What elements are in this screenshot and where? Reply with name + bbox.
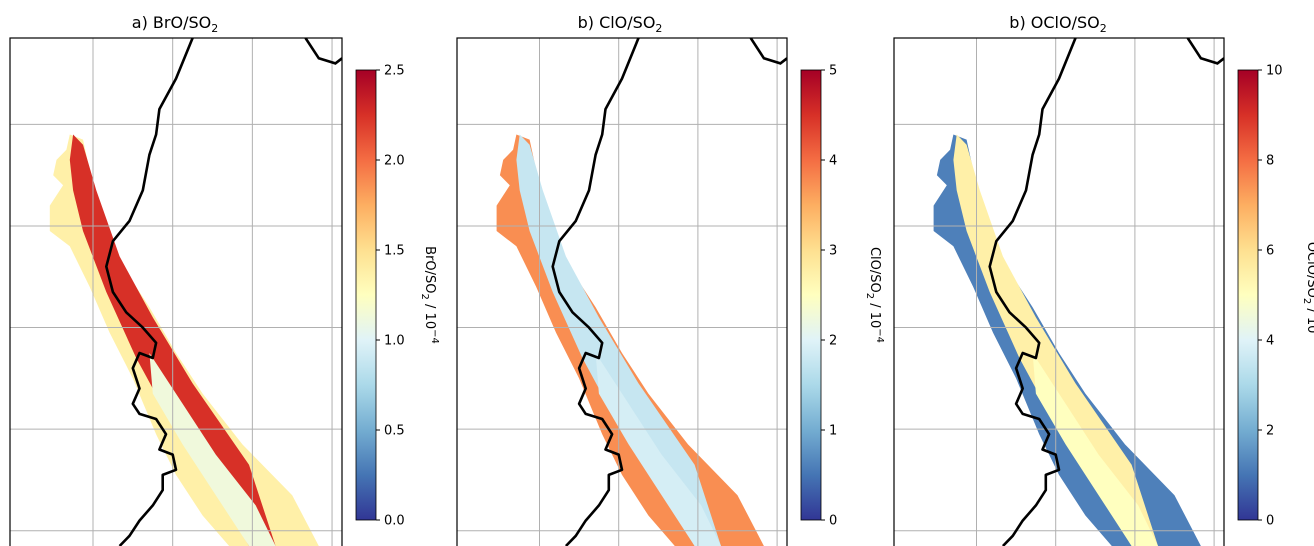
colorbar bbox=[1237, 69, 1259, 521]
colorbar-tick-label: 2.5 bbox=[384, 64, 405, 79]
colorbar-label: BrO/SO2 / 10−4 bbox=[419, 246, 440, 344]
plume-tail bbox=[149, 353, 276, 546]
colorbar-tick-label: 3 bbox=[829, 244, 837, 259]
coastline bbox=[551, 38, 640, 546]
colorbar-label: ClO/SO2 / 10−4 bbox=[864, 247, 885, 343]
colorbar bbox=[355, 69, 377, 521]
colorbar-tick-label: 2 bbox=[829, 334, 837, 349]
plume-tail bbox=[595, 353, 721, 546]
map-area bbox=[457, 38, 787, 546]
colorbar-tick-label: 8 bbox=[1266, 154, 1274, 169]
colorbar bbox=[800, 69, 822, 521]
map-area bbox=[894, 38, 1224, 546]
colorbar-tick-label: 0.5 bbox=[384, 424, 405, 439]
axes-frame bbox=[456, 37, 788, 546]
coastline-ne bbox=[1186, 38, 1224, 65]
colorbar-tick-label: 6 bbox=[1266, 244, 1274, 259]
colorbar-tick-label: 2 bbox=[1266, 424, 1274, 439]
colorbar-tick-label: 1.0 bbox=[384, 334, 405, 349]
axes-frame bbox=[9, 37, 343, 546]
panel-title: b) ClO/SO2 bbox=[578, 13, 663, 35]
coastline-ne bbox=[749, 38, 787, 65]
coastline bbox=[105, 38, 194, 546]
colorbar-tick-label: 4 bbox=[829, 154, 837, 169]
colorbar-label: OClO/SO2 / 10−6 bbox=[1301, 242, 1314, 348]
colorbar-tick-label: 2.0 bbox=[384, 154, 405, 169]
panel-title: a) BrO/SO2 bbox=[132, 13, 218, 35]
colorbar-tick-label: 0 bbox=[1266, 514, 1274, 529]
panel-oclo-so2: b) OClO/SO2 0 2 4 6 8 10 OClO/SO2 / 10−6 bbox=[893, 13, 1314, 546]
colorbar-tick-label: 1.5 bbox=[384, 244, 405, 259]
coastline-ne bbox=[304, 38, 342, 65]
panel-clo-so2: b) ClO/SO2 0 1 2 3 4 5 ClO/SO2 / 10−4 bbox=[456, 13, 885, 546]
plume-core bbox=[953, 134, 1158, 546]
map-area bbox=[10, 38, 342, 546]
colorbar-tick-label: 0 bbox=[829, 514, 837, 529]
plume-tail bbox=[1032, 353, 1158, 546]
plume-core bbox=[69, 134, 276, 546]
colorbar-tick-label: 0.0 bbox=[384, 514, 405, 529]
colorbar-tick-label: 4 bbox=[1266, 334, 1274, 349]
coastline bbox=[988, 38, 1077, 546]
colorbar-tick-label: 1 bbox=[829, 424, 837, 439]
axes-frame bbox=[893, 37, 1225, 546]
colorbar-tick-label: 5 bbox=[829, 64, 837, 79]
plume-core bbox=[516, 134, 721, 546]
panel-bro-so2: a) BrO/SO2 0.0 0.5 1.0 1.5 2.0 2.5 BrO/SO2 / 1… bbox=[9, 13, 440, 546]
colorbar-tick-label: 10 bbox=[1266, 64, 1283, 79]
panel-title: b) OClO/SO2 bbox=[1009, 13, 1106, 35]
